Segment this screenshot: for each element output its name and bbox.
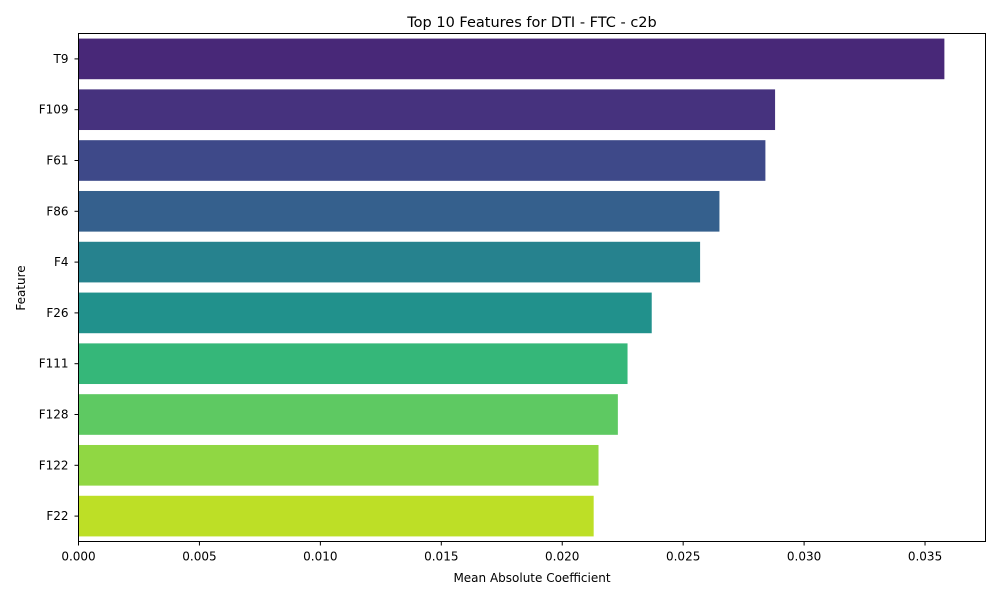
y-tick-label: F86 — [46, 204, 68, 218]
bars-group — [78, 38, 945, 537]
y-tick-label: F128 — [39, 408, 69, 422]
bar-f26 — [78, 292, 652, 334]
y-tick-label: F26 — [46, 306, 68, 320]
bar-f122 — [78, 444, 599, 486]
x-tick-label: 0.015 — [424, 550, 458, 564]
bar-f86 — [78, 190, 720, 232]
y-tick-label: F4 — [54, 255, 69, 269]
x-tick-label: 0.025 — [666, 550, 700, 564]
y-axis-title: Feature — [14, 265, 28, 310]
y-tick-label: F111 — [39, 357, 69, 371]
bar-f61 — [78, 140, 766, 181]
y-tick-label: T9 — [53, 52, 69, 66]
bar-f128 — [78, 394, 618, 435]
x-axis-ticks: 0.000 0.005 0.010 0.015 0.020 0.025 0.030 0.035 — [61, 541, 942, 564]
y-tick-label: F61 — [46, 154, 68, 168]
bar-t9 — [78, 38, 945, 80]
chart-title: Top 10 Features for DTI - FTC - c2b — [406, 15, 656, 31]
x-tick-label: 0.020 — [545, 550, 579, 564]
y-axis-ticks: T9 F109 F61 F86 F4 F26 F111 F128 F122 F22 — [39, 52, 79, 523]
x-axis-title: Mean Absolute Coefficient — [453, 571, 610, 585]
y-tick-label: F109 — [39, 103, 69, 117]
y-tick-label: F22 — [46, 509, 68, 523]
x-tick-label: 0.010 — [303, 550, 337, 564]
bar-f109 — [78, 89, 776, 131]
bar-f22 — [78, 495, 594, 537]
bar-f111 — [78, 343, 628, 385]
x-tick-label: 0.005 — [182, 550, 216, 564]
x-tick-label: 0.030 — [787, 550, 821, 564]
plot-frame — [78, 33, 986, 542]
x-tick-label: 0.035 — [908, 550, 942, 564]
x-tick-label: 0.000 — [61, 550, 95, 564]
bar-f4 — [78, 241, 701, 283]
y-tick-label: F122 — [39, 458, 69, 472]
